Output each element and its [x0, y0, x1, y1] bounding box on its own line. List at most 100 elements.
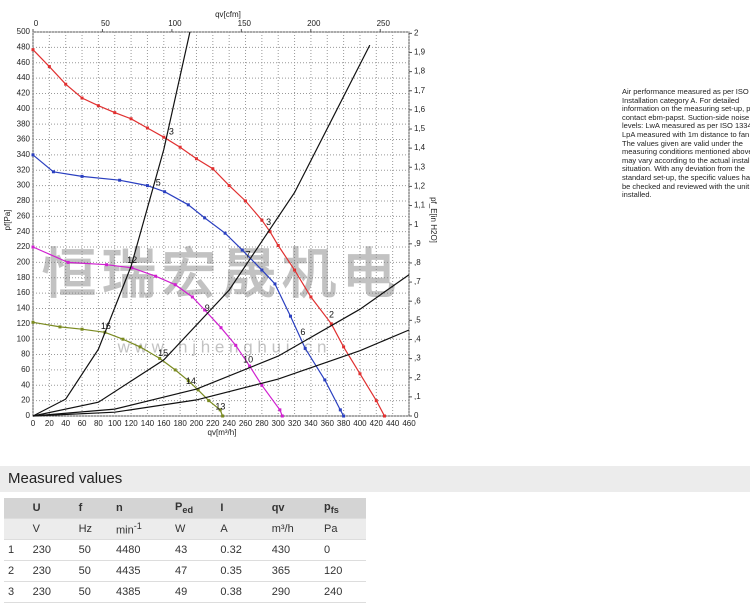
- y-tick-label: 120: [17, 319, 31, 328]
- cell-text: 50: [78, 586, 91, 598]
- point-marker: [194, 157, 198, 161]
- x-tick-label: 440: [386, 419, 400, 428]
- point-marker: [203, 308, 207, 312]
- x-tick-label: 200: [190, 419, 204, 428]
- cell-text: min: [115, 524, 134, 537]
- point-marker: [178, 145, 182, 149]
- note-line: standard set-up, the specific values hav…: [622, 172, 750, 182]
- series-line: [32, 49, 386, 417]
- point-marker: [303, 346, 307, 350]
- y2-tick-label: 1,6: [414, 105, 426, 114]
- y2-tick-label: ,5: [414, 315, 421, 324]
- y2-tick-label: 1,1: [414, 201, 426, 210]
- y-tick-label: 400: [17, 104, 31, 113]
- x-tick-label: 40: [61, 419, 70, 428]
- x-tick-label: 280: [255, 419, 269, 428]
- unit-cell: W: [171, 518, 217, 540]
- table-cell: 240: [320, 581, 366, 603]
- series-line: [32, 329, 410, 417]
- header-cell: qv: [267, 498, 320, 519]
- y-tick-label: 240: [17, 227, 31, 236]
- table-cell: 2: [4, 560, 29, 582]
- table-cell: 290: [267, 581, 320, 603]
- point-label: 16: [101, 321, 111, 331]
- cell-text: Pa: [324, 523, 338, 535]
- point-marker: [64, 82, 68, 86]
- y-tick-label: 320: [17, 165, 31, 174]
- table-cell: 365: [267, 560, 320, 582]
- point-label: 12: [127, 255, 137, 265]
- point-marker: [58, 325, 62, 329]
- y-tick-label: 500: [17, 27, 31, 36]
- point-marker: [221, 414, 225, 418]
- x-tick-label: 120: [124, 419, 138, 428]
- unit-cell: A: [216, 518, 268, 540]
- point-marker: [31, 48, 35, 52]
- chart: qv[cfm] qv[m³/h] pf[Pa] pf_E[in H2O] 0 20…: [3, 10, 438, 437]
- point-marker: [154, 274, 158, 278]
- cell-text: 0.38: [220, 586, 242, 598]
- y-tick-label: 480: [17, 42, 31, 51]
- point-marker: [105, 263, 109, 267]
- point-label: 3: [266, 217, 271, 227]
- x-tick-label: 220: [206, 419, 220, 428]
- y2-label: pf_E[in H2O]: [429, 197, 438, 243]
- cell-text: 120: [324, 565, 343, 577]
- table-cell: 4385: [111, 581, 172, 603]
- cell-text: 230: [32, 586, 51, 598]
- table-cell: 4435: [111, 560, 172, 582]
- cell-text: p: [324, 500, 331, 513]
- point-marker: [158, 356, 162, 360]
- x-tick-label: 60: [78, 419, 87, 428]
- unit-cell: V: [28, 518, 75, 540]
- y-tick-label: 380: [17, 119, 31, 128]
- table-cell: 0.38: [216, 581, 268, 603]
- y-tick-label: 180: [17, 273, 31, 282]
- point-marker: [234, 343, 238, 347]
- cell-text: 0: [324, 544, 331, 556]
- watermark: 恒瑞宏晟机电: [42, 244, 402, 304]
- y2-tick-label: ,8: [414, 258, 421, 267]
- table-cell: 230: [28, 581, 75, 603]
- point-label: 5: [156, 177, 161, 187]
- y-tick-label: 200: [17, 258, 31, 267]
- point-label: 3: [169, 127, 174, 137]
- point-marker: [145, 126, 149, 130]
- point-marker: [293, 268, 297, 272]
- cell-text: 43: [175, 544, 188, 556]
- header-cell: I: [216, 498, 268, 519]
- note-line: installed.: [622, 190, 652, 200]
- point-marker: [342, 345, 346, 349]
- point-marker: [260, 383, 264, 387]
- table-cell: 120: [320, 560, 366, 582]
- y2-tick-label: 1,4: [414, 143, 426, 152]
- point-marker: [268, 230, 272, 234]
- table-cell: 49: [171, 581, 217, 603]
- unit-cell: [4, 518, 29, 540]
- x-tick-label: 400: [353, 419, 367, 428]
- point-marker: [323, 378, 327, 382]
- y-tick-label: 20: [21, 396, 30, 405]
- point-marker: [31, 245, 35, 249]
- cell-text: 430: [271, 544, 291, 556]
- point-marker: [31, 153, 35, 157]
- point-label: 9: [205, 303, 210, 313]
- y-tick-label: 220: [17, 242, 31, 251]
- point-marker: [382, 414, 386, 418]
- point-marker: [31, 320, 35, 324]
- x-label: qv[m³/h]: [208, 428, 237, 437]
- cell-text: 4385: [115, 586, 141, 598]
- point-marker: [374, 399, 378, 403]
- y-tick-label: 140: [17, 304, 31, 313]
- cell-text: 0.35: [220, 565, 242, 577]
- point-marker: [240, 248, 244, 252]
- point-label: 7: [246, 249, 251, 259]
- note-line: Installation category A. For detailed: [622, 95, 740, 105]
- point-marker: [207, 399, 211, 403]
- point-marker: [280, 414, 284, 418]
- header-cell: pfs: [320, 498, 366, 519]
- y2-tick-label: 1,7: [414, 86, 426, 95]
